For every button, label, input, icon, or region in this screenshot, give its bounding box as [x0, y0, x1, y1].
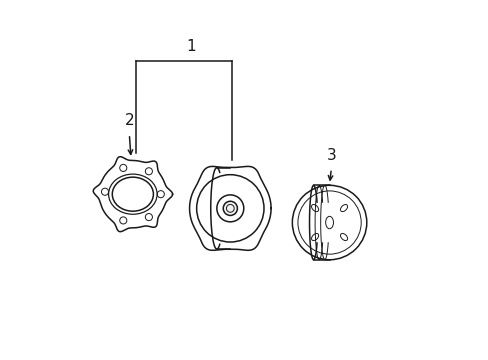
Text: 2: 2: [124, 113, 134, 128]
Circle shape: [223, 201, 237, 215]
Text: 3: 3: [326, 148, 336, 163]
Text: 1: 1: [186, 39, 196, 54]
